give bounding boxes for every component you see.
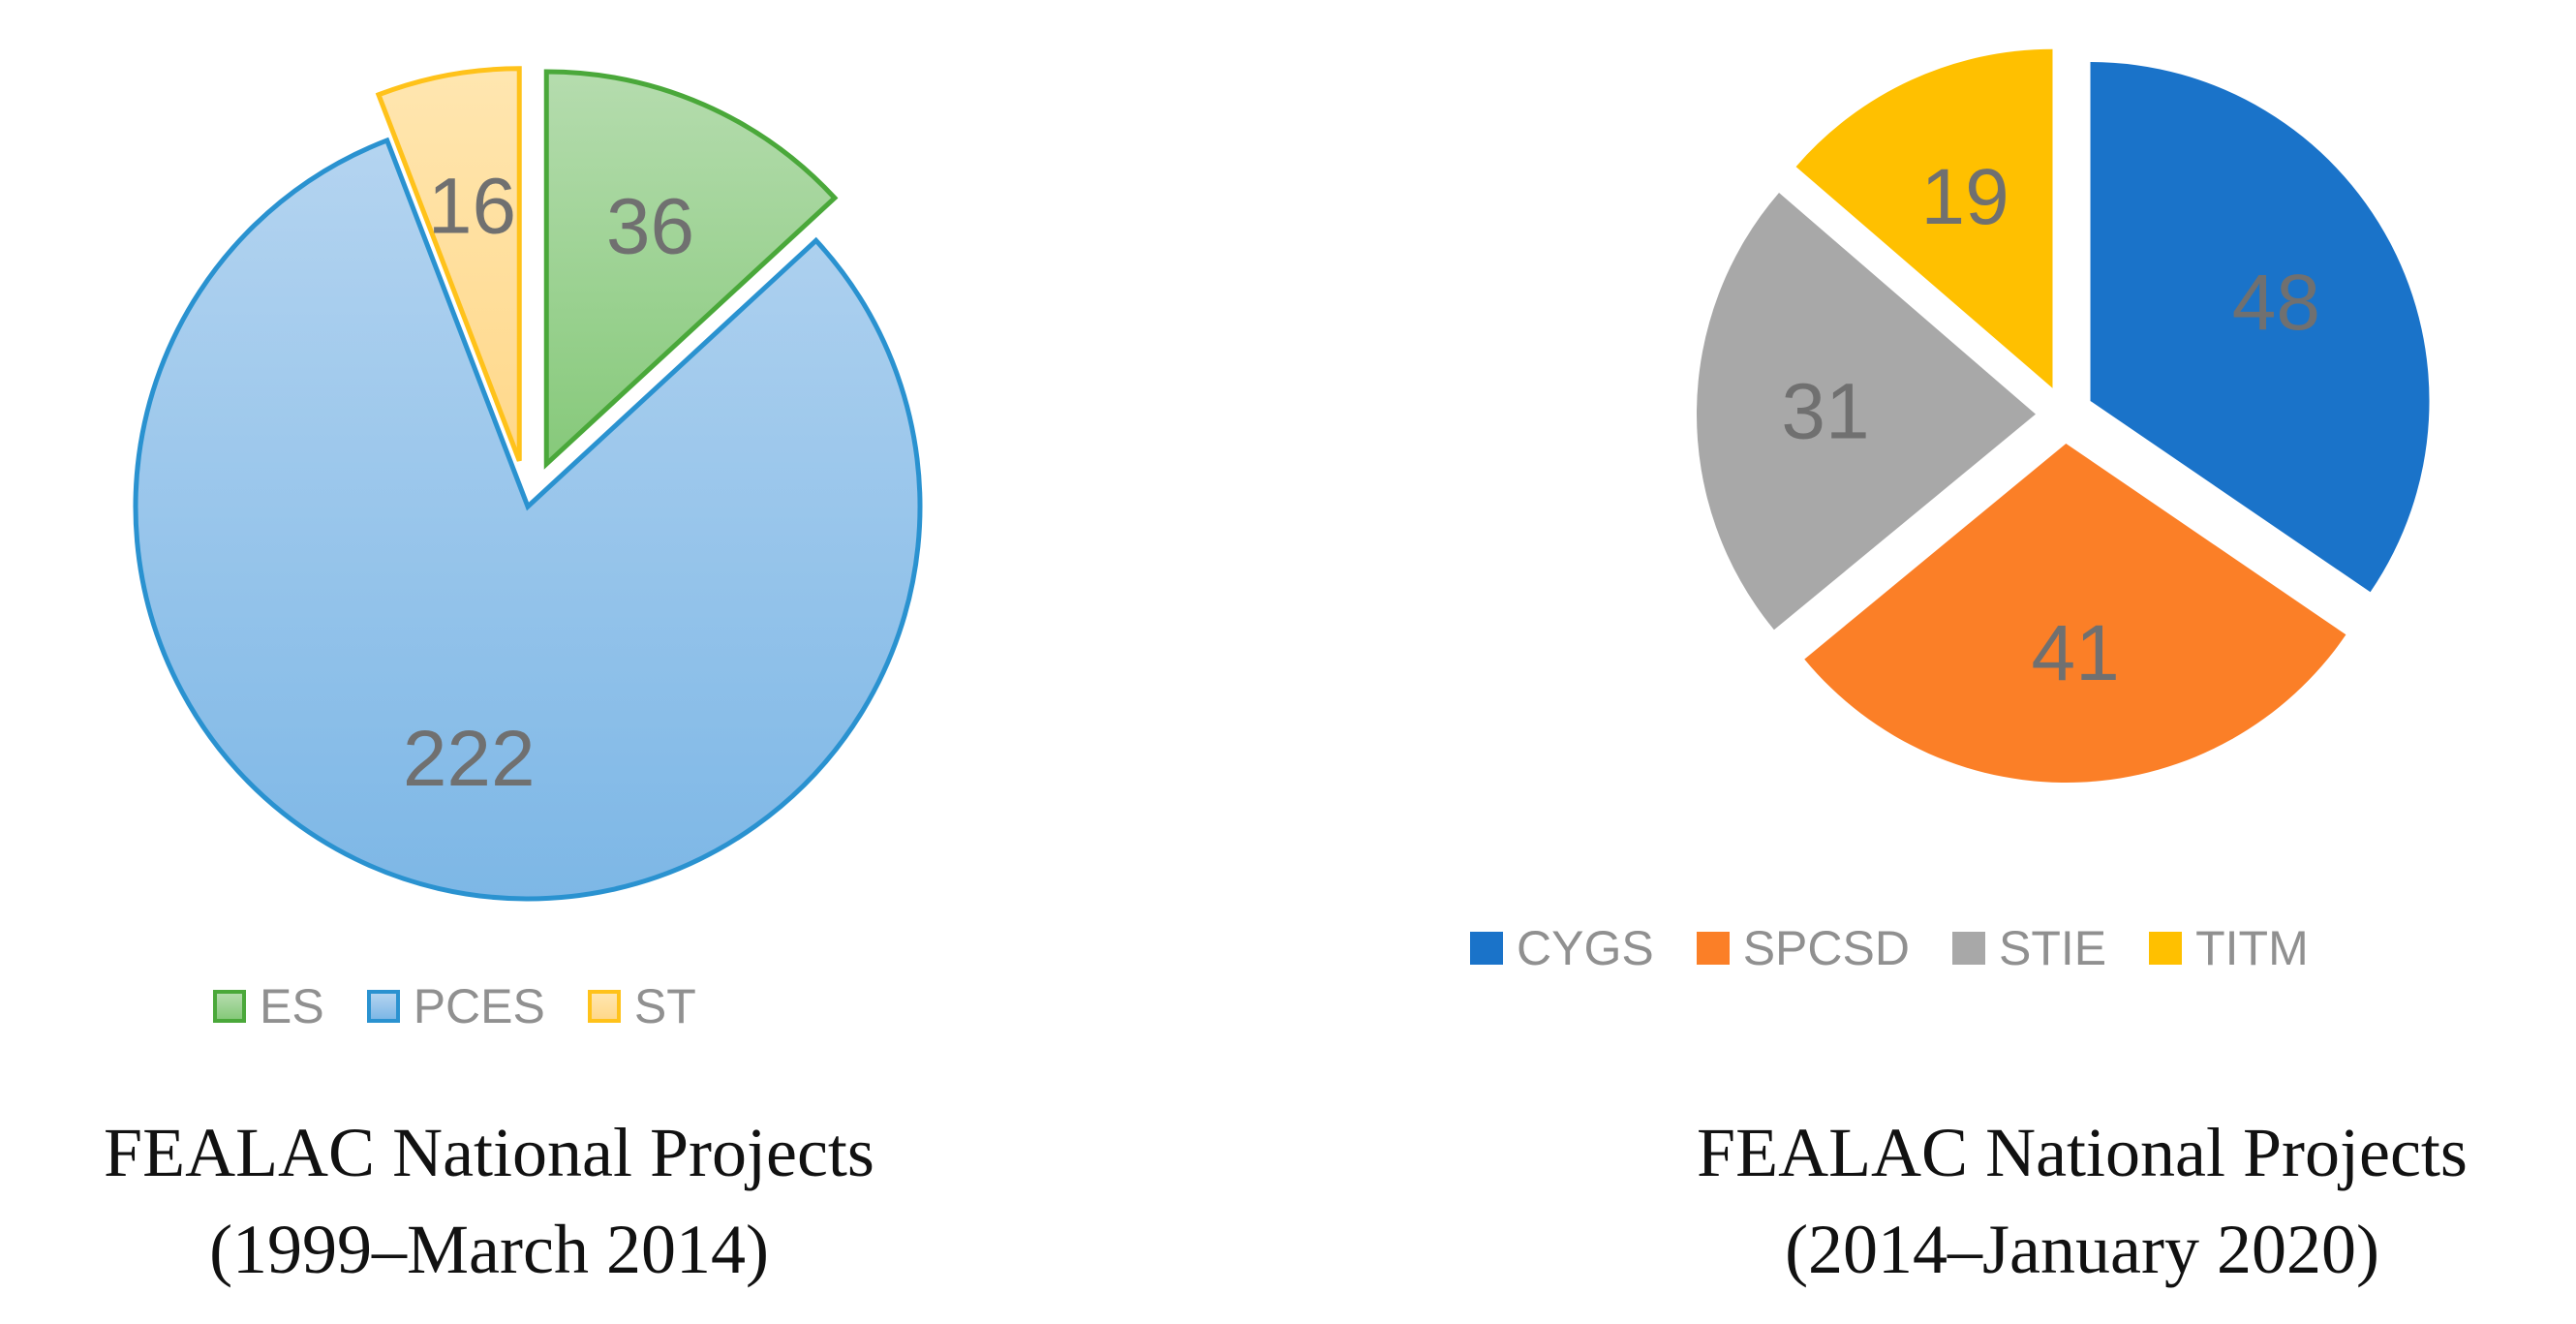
chart-left-panel: 36 222 16 [0, 0, 1017, 1324]
caption-left-title: FEALAC National Projects [104, 1114, 874, 1191]
legend-label-titm: TITM [2195, 921, 2309, 975]
pie-slice-stie [1697, 193, 2037, 631]
pie-chart-2014-2020: 48 41 31 19 [1697, 48, 2430, 783]
pie-slice-es [543, 69, 839, 470]
pie-slice-spcsd [1804, 443, 2346, 783]
legend-item-spcsd: SPCSD [1696, 920, 1910, 976]
legend-label-cygs: CYGS [1517, 921, 1654, 975]
caption-left-subtitle: (1999–March 2014) [209, 1211, 769, 1288]
data-label-es: 36 [606, 183, 694, 271]
pie-slice-cygs [2090, 61, 2430, 593]
legend-swatch-st [587, 990, 621, 1023]
data-label-titm: 19 [1921, 153, 2009, 241]
data-label-stie: 31 [1781, 368, 1869, 456]
caption-left: FEALAC National Projects (1999–March 201… [0, 1104, 978, 1298]
legend-label-es: ES [260, 979, 324, 1033]
legend-label-st: ST [633, 979, 696, 1033]
legend-right: CYGS SPCSD STIE TITM [1470, 920, 2309, 976]
legend-swatch-pces [366, 990, 400, 1023]
pie-slice-titm [1795, 48, 2053, 388]
caption-right-title: FEALAC National Projects [1697, 1114, 2468, 1191]
legend-swatch-cygs [1470, 932, 1503, 965]
pie-slice-st [375, 66, 522, 462]
legend-swatch-titm [2149, 932, 2183, 965]
caption-right-subtitle: (2014–January 2020) [1785, 1211, 2379, 1288]
legend-label-pces: PCES [413, 979, 545, 1033]
legend-label-spcsd: SPCSD [1742, 921, 1910, 975]
chart-right-panel: 48 41 31 19 [1414, 0, 2576, 1324]
pie-slice-pces [133, 137, 923, 902]
caption-right: FEALAC National Projects (2014–January 2… [1588, 1104, 2576, 1298]
legend-item-pces: PCES [366, 978, 545, 1034]
data-label-pces: 222 [403, 715, 536, 803]
legend-item-es: ES [213, 978, 324, 1034]
legend-swatch-stie [1951, 932, 1985, 965]
legend-label-stie: STIE [1998, 921, 2107, 975]
data-label-cygs: 48 [2232, 259, 2320, 347]
data-label-st: 16 [428, 162, 516, 250]
pie-chart-1999-2014: 36 222 16 [133, 66, 923, 902]
legend-item-titm: TITM [2149, 920, 2309, 976]
legend-item-st: ST [587, 978, 696, 1034]
legend-item-stie: STIE [1951, 920, 2107, 976]
legend-left: ES PCES ST [213, 978, 696, 1034]
legend-item-cygs: CYGS [1470, 920, 1654, 976]
legend-swatch-spcsd [1696, 932, 1730, 965]
legend-swatch-es [213, 990, 246, 1023]
data-label-spcsd: 41 [2032, 609, 2120, 697]
